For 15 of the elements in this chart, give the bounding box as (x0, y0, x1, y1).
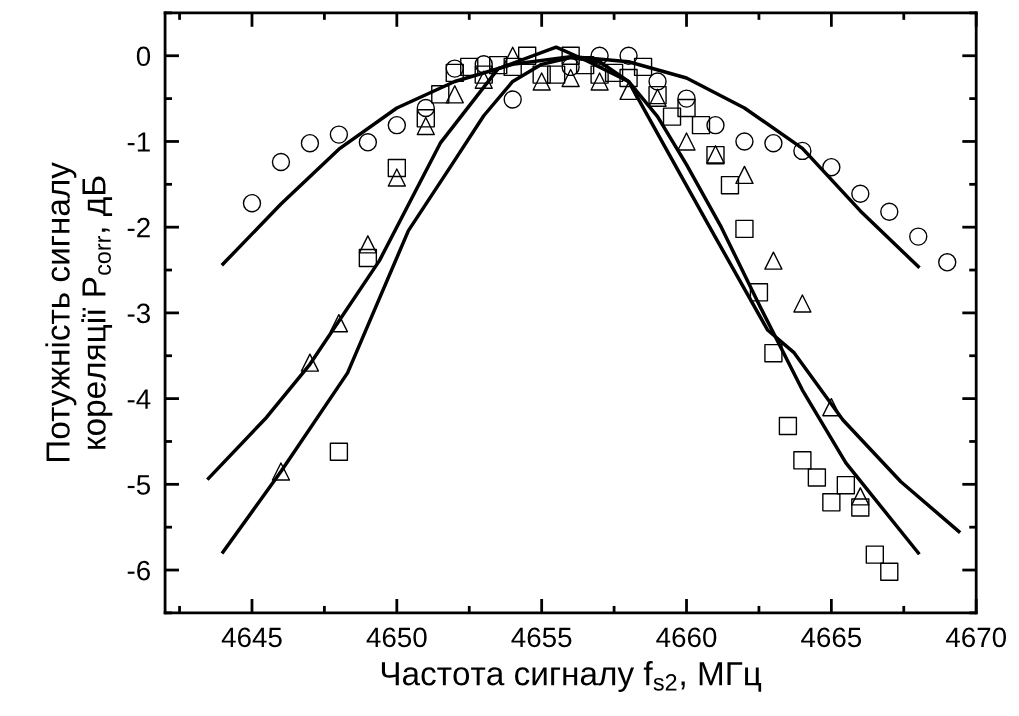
x-tick-label: 4645 (221, 627, 282, 648)
x-tick-label: 4660 (656, 627, 717, 648)
y-axis-title: Потужність сигналу кореляції P$_{corr}$, дБ (45, 162, 113, 461)
y-tick-label: -6 (127, 560, 150, 581)
y-tick-label: -2 (127, 217, 150, 238)
x-tick-label: 4665 (801, 627, 862, 648)
y-tick-label: -5 (127, 475, 151, 495)
x-tick-label: 4650 (366, 627, 427, 648)
y-tick-label: -1 (127, 132, 150, 152)
y-tick-label: -3 (127, 303, 150, 324)
x-tick-label: 4655 (511, 627, 572, 648)
y-tick-label: 0 (136, 46, 151, 67)
y-tick-label: -4 (127, 389, 151, 409)
x-tick-label: 4670 (945, 627, 1007, 648)
x-axis-title: Частота сигналу f$_{s2}$, МГц (381, 661, 762, 693)
